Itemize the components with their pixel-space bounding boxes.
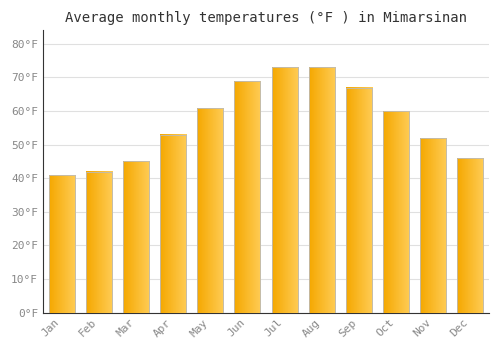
- Title: Average monthly temperatures (°F ) in Mimarsinan: Average monthly temperatures (°F ) in Mi…: [65, 11, 467, 25]
- Bar: [234, 81, 260, 313]
- Bar: [160, 135, 186, 313]
- Bar: [197, 108, 223, 313]
- Bar: [48, 175, 74, 313]
- Bar: [123, 161, 149, 313]
- Bar: [308, 68, 334, 313]
- Bar: [86, 172, 112, 313]
- Bar: [272, 68, 297, 313]
- Bar: [383, 111, 409, 313]
- Bar: [420, 138, 446, 313]
- Bar: [458, 158, 483, 313]
- Bar: [346, 88, 372, 313]
